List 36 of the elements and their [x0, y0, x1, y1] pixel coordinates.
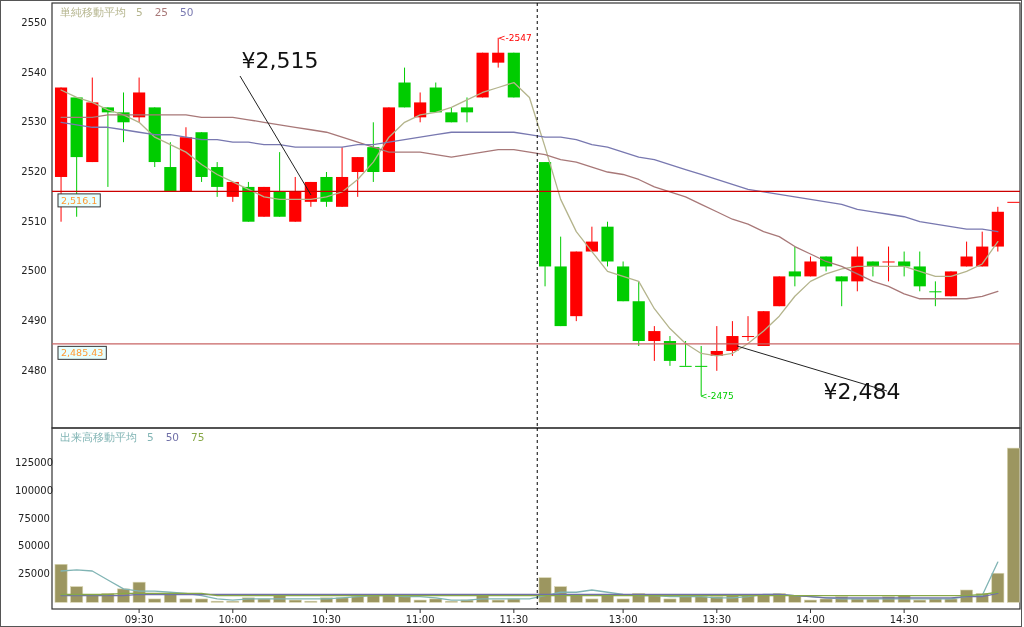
y-tick-label: 2480 — [21, 364, 47, 376]
text: 50 — [165, 431, 180, 443]
x-tick-label: 13:30 — [702, 614, 732, 625]
annotation: <-2475 — [700, 390, 734, 401]
y-tick-label: 100000 — [14, 484, 54, 496]
legend-title: 単純移動平均 — [60, 6, 126, 18]
x-tick-label: 11:00 — [405, 614, 435, 625]
ref-line-label: 2,516.1 — [61, 194, 98, 206]
ref-line-label: 2,485.43 — [61, 347, 104, 359]
y-tick-label: 75000 — [18, 512, 50, 524]
legend-title: 出来高移動平均 — [60, 431, 137, 443]
x-tick-label: 14:00 — [796, 614, 825, 625]
text: 5 — [136, 6, 143, 18]
y-tick-label: 2530 — [21, 116, 47, 128]
annotation: ¥2,515 — [241, 48, 319, 73]
y-tick-label: 2520 — [21, 166, 47, 178]
y-tick-label: 2500 — [21, 265, 47, 277]
y-tick-label: 2510 — [21, 215, 47, 227]
text: 50 — [180, 6, 194, 18]
y-tick-label: 50000 — [18, 540, 50, 552]
y-tick-label: 2490 — [21, 315, 47, 327]
x-tick-label: 14:30 — [889, 614, 919, 625]
annotation: <-2547 — [498, 32, 532, 43]
text: 75 — [191, 431, 205, 443]
y-tick-label: 2540 — [21, 66, 47, 78]
text: 5 — [147, 431, 154, 443]
x-tick-label: 13:00 — [608, 614, 638, 625]
annotation: ¥2,484 — [823, 379, 901, 404]
x-tick-label: 10:00 — [218, 614, 248, 625]
x-tick-label: 10:30 — [312, 614, 341, 625]
text: 25 — [154, 6, 169, 18]
y-tick-label: 2550 — [21, 16, 47, 28]
x-tick-label: 11:30 — [499, 614, 529, 625]
y-tick-label: 125000 — [14, 456, 54, 468]
x-tick-label: 09:30 — [124, 614, 154, 625]
y-tick-label: 25000 — [18, 568, 50, 580]
